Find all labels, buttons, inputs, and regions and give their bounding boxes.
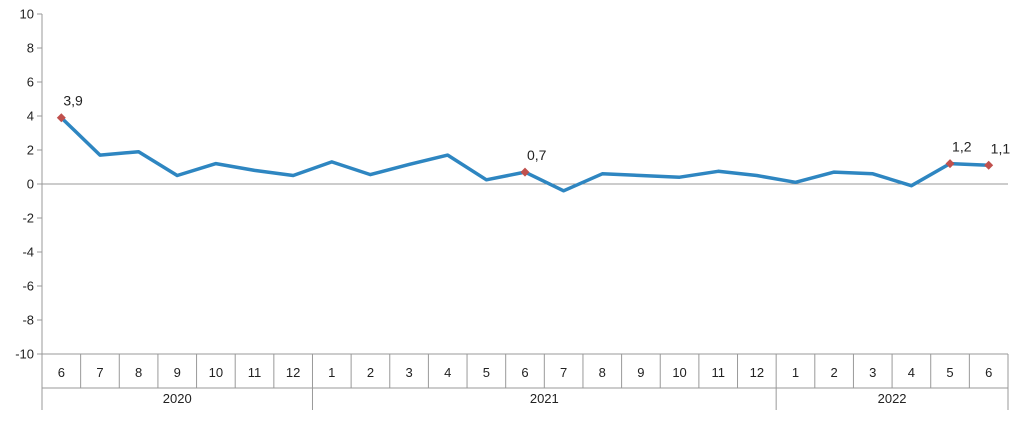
- data-label-group: 3,9 0,7 1,2 1,1: [63, 93, 1010, 163]
- x-tick-label: 4: [444, 365, 451, 380]
- year-label: 2021: [530, 391, 559, 406]
- y-tick-label: -8: [22, 313, 34, 328]
- y-tick-label: -6: [22, 279, 34, 294]
- year-label: 2022: [878, 391, 907, 406]
- y-tick-label: 4: [27, 109, 34, 124]
- x-tick-label: 11: [711, 365, 725, 380]
- y-tick-group: -10 -8 -6 -4 -2 0 2 4 6 8 10: [15, 7, 42, 362]
- x-tick-label: 7: [96, 365, 103, 380]
- data-point-marker: [56, 113, 66, 123]
- axes-group: [41, 14, 1008, 389]
- y-tick-label: -4: [22, 245, 34, 260]
- x-tick-label: 12: [750, 365, 764, 380]
- x-tick-label: 3: [869, 365, 876, 380]
- data-point-marker: [945, 159, 955, 169]
- y-tick-label: 8: [27, 41, 34, 56]
- x-tick-label: 3: [405, 365, 412, 380]
- y-tick-label: 10: [20, 7, 34, 22]
- x-tick-label: 10: [209, 365, 223, 380]
- x-tick-label: 10: [672, 365, 686, 380]
- y-tick-label: 0: [27, 177, 34, 192]
- y-tick-label: -10: [15, 347, 34, 362]
- data-point-marker: [984, 160, 994, 170]
- y-tick-label: -2: [22, 211, 34, 226]
- x-tick-label: 1: [328, 365, 335, 380]
- x-tick-label: 2: [831, 365, 838, 380]
- data-label: 1,1: [991, 140, 1011, 156]
- year-label: 2020: [163, 391, 192, 406]
- x-tick-label: 1: [792, 365, 799, 380]
- x-tick-label: 4: [908, 365, 915, 380]
- y-tick-label: 6: [27, 75, 34, 90]
- data-point-marker: [520, 167, 530, 177]
- x-tick-label: 11: [248, 365, 262, 380]
- y-tick-label: 2: [27, 143, 34, 158]
- data-label: 1,2: [952, 139, 972, 155]
- x-tick-label: 6: [58, 365, 65, 380]
- x-tick-label: 2: [367, 365, 374, 380]
- data-label: 3,9: [63, 93, 83, 109]
- x-tick-label: 8: [599, 365, 606, 380]
- x-tick-label: 5: [946, 365, 953, 380]
- x-tick-label: 7: [560, 365, 567, 380]
- x-tick-label: 12: [286, 365, 300, 380]
- series-line: [59, 115, 991, 193]
- series-group: [56, 113, 994, 193]
- x-tick-label: 5: [483, 365, 490, 380]
- x-tick-label: 9: [637, 365, 644, 380]
- x-tick-label: 9: [174, 365, 181, 380]
- x-tick-label: 6: [521, 365, 528, 380]
- data-label: 0,7: [527, 147, 547, 163]
- x-tick-label: 6: [985, 365, 992, 380]
- x-tick-label: 8: [135, 365, 142, 380]
